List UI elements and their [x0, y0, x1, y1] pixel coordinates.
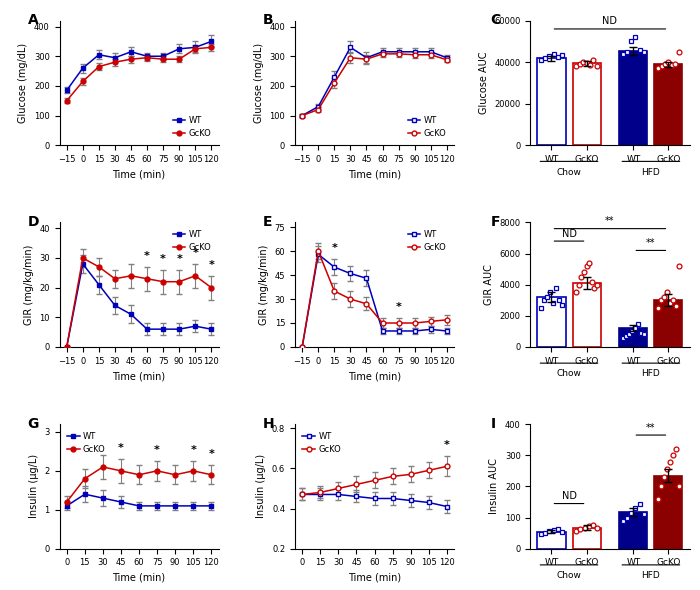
Text: **: ** — [646, 422, 656, 432]
Text: F: F — [491, 215, 500, 229]
Text: *: * — [190, 445, 196, 455]
Y-axis label: Insulin (μg/L): Insulin (μg/L) — [29, 454, 38, 519]
Legend: WT, GcKO: WT, GcKO — [405, 227, 450, 255]
Text: *: * — [209, 260, 214, 270]
Bar — [654, 64, 682, 145]
Y-axis label: Insulin AUC: Insulin AUC — [489, 458, 499, 514]
Legend: WT, GcKO: WT, GcKO — [405, 112, 450, 141]
Bar — [538, 532, 566, 549]
Text: *: * — [444, 440, 450, 450]
Text: G: G — [28, 417, 39, 431]
Text: HFD: HFD — [641, 571, 660, 580]
Y-axis label: Glucose (mg/dL): Glucose (mg/dL) — [254, 43, 264, 123]
Text: D: D — [28, 215, 39, 229]
Text: *: * — [395, 302, 402, 312]
Y-axis label: Glucose (mg/dL): Glucose (mg/dL) — [18, 43, 28, 123]
Text: *: * — [144, 251, 150, 261]
Bar — [654, 476, 682, 549]
Y-axis label: GIR AUC: GIR AUC — [484, 264, 494, 305]
Text: B: B — [263, 13, 274, 27]
X-axis label: Time (min): Time (min) — [113, 573, 166, 583]
Text: Chow: Chow — [556, 571, 582, 580]
Bar — [573, 63, 601, 145]
Text: H: H — [263, 417, 275, 431]
Y-axis label: Glucose AUC: Glucose AUC — [479, 52, 489, 114]
Y-axis label: GIR (mg/kg/min): GIR (mg/kg/min) — [259, 244, 269, 325]
Text: *: * — [193, 248, 198, 258]
X-axis label: Time (min): Time (min) — [348, 573, 401, 583]
Legend: WT, GcKO: WT, GcKO — [169, 112, 214, 141]
Bar — [538, 58, 566, 145]
Bar — [620, 512, 648, 549]
Legend: WT, GcKO: WT, GcKO — [64, 428, 109, 457]
Text: ND: ND — [561, 491, 577, 501]
Text: E: E — [263, 215, 272, 229]
Legend: WT, GcKO: WT, GcKO — [169, 227, 214, 255]
Bar — [620, 328, 648, 347]
Text: *: * — [118, 443, 124, 453]
Bar — [573, 527, 601, 549]
X-axis label: Time (min): Time (min) — [348, 169, 401, 179]
X-axis label: Time (min): Time (min) — [113, 371, 166, 381]
Text: HFD: HFD — [641, 369, 660, 378]
Text: C: C — [491, 13, 501, 27]
Bar — [620, 51, 648, 145]
Bar — [538, 297, 566, 347]
Y-axis label: Insulin (μg/L): Insulin (μg/L) — [256, 454, 267, 519]
Text: *: * — [209, 449, 214, 459]
Text: Chow: Chow — [556, 168, 582, 176]
Text: **: ** — [646, 238, 656, 248]
Text: HFD: HFD — [641, 168, 660, 176]
Text: ND: ND — [603, 17, 617, 27]
X-axis label: Time (min): Time (min) — [348, 371, 401, 381]
Legend: WT, GcKO: WT, GcKO — [299, 428, 344, 457]
Text: Chow: Chow — [556, 369, 582, 378]
Text: A: A — [28, 13, 38, 27]
Text: ND: ND — [561, 228, 577, 238]
Bar — [654, 300, 682, 347]
Text: *: * — [160, 254, 166, 264]
X-axis label: Time (min): Time (min) — [113, 169, 166, 179]
Text: *: * — [154, 445, 160, 455]
Text: **: ** — [606, 216, 615, 226]
Text: *: * — [331, 243, 337, 253]
Y-axis label: GIR (mg/kg/min): GIR (mg/kg/min) — [24, 244, 34, 325]
Bar — [573, 283, 601, 347]
Text: *: * — [176, 254, 182, 264]
Text: I: I — [491, 417, 496, 431]
